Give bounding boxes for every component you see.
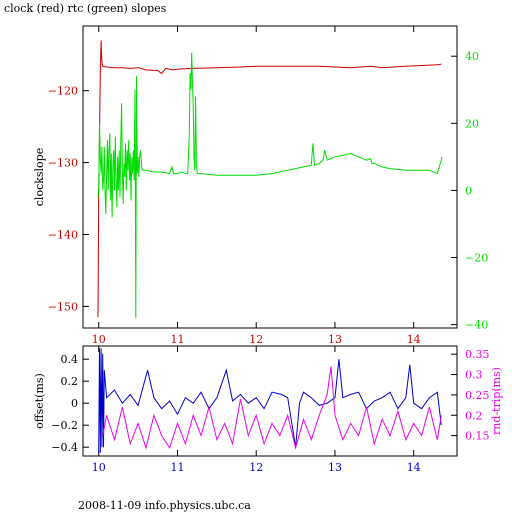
plot-frame xyxy=(82,25,458,329)
y-right-tick-label: 0.2 xyxy=(465,409,483,422)
y-left-tick-label: −140 xyxy=(48,229,78,242)
x-tick-label: 10 xyxy=(92,461,106,474)
x-tick-label: 10 xyxy=(92,333,106,346)
x-tick-label: 13 xyxy=(328,461,342,474)
y-right-tick-label: 0.25 xyxy=(465,389,490,402)
x-tick-label: 14 xyxy=(407,333,421,346)
x-tick-label: 11 xyxy=(170,333,184,346)
chart-title: clock (red) rtc (green) slopes xyxy=(4,2,167,15)
series-line-rtc xyxy=(97,52,443,318)
y-right-tick-label: −40 xyxy=(465,319,488,332)
y-left-tick-label: 0 xyxy=(71,397,78,410)
series-line-clock xyxy=(97,40,442,318)
y-right-tick-label: 20 xyxy=(465,117,479,130)
y-axis-label: offset(ms) xyxy=(33,373,46,429)
y-right-tick-label: −20 xyxy=(465,252,488,265)
x-tick-label: 12 xyxy=(249,461,263,474)
footer-text: 2008-11-09 info.physics.ubc.ca xyxy=(78,499,251,512)
y-left-tick-label: −0.4 xyxy=(51,441,78,454)
x-tick-label: 13 xyxy=(328,333,342,346)
y-left-tick-label: −0.2 xyxy=(51,419,78,432)
series-line-offset xyxy=(98,348,442,453)
plot-frame xyxy=(82,345,458,457)
slopes-panel: 10 11 12 13 14 −120 −130 −140 −150 40 20 0 −20 −40 clo… xyxy=(33,25,488,346)
y-right-tick-label: 0 xyxy=(465,184,472,197)
y-axis-label: clockslope xyxy=(33,148,46,206)
y-right-tick-label: 0.35 xyxy=(465,348,490,361)
y-left-tick-label: −130 xyxy=(48,157,78,170)
y-left-tick-label: −120 xyxy=(48,85,78,98)
y-right-axis-label: rnd-trip(ms) xyxy=(490,367,503,435)
offset-panel: 10 11 12 13 14 0.4 0.2 0 −0.2 −0.4 0.35 0.3 0.25 0.2 0… xyxy=(33,345,503,474)
y-left-tick-label: −150 xyxy=(48,300,78,313)
y-right-tick-label: 0.3 xyxy=(465,369,483,382)
x-tick-label: 14 xyxy=(407,461,421,474)
series-line-rnd-trip xyxy=(102,366,442,450)
y-left-tick-label: 0.2 xyxy=(61,375,79,388)
x-tick-label: 11 xyxy=(170,461,184,474)
y-right-tick-label: 40 xyxy=(465,50,479,63)
x-tick-label: 12 xyxy=(249,333,263,346)
y-left-tick-label: 0.4 xyxy=(61,353,79,366)
y-right-tick-label: 0.15 xyxy=(465,430,490,443)
